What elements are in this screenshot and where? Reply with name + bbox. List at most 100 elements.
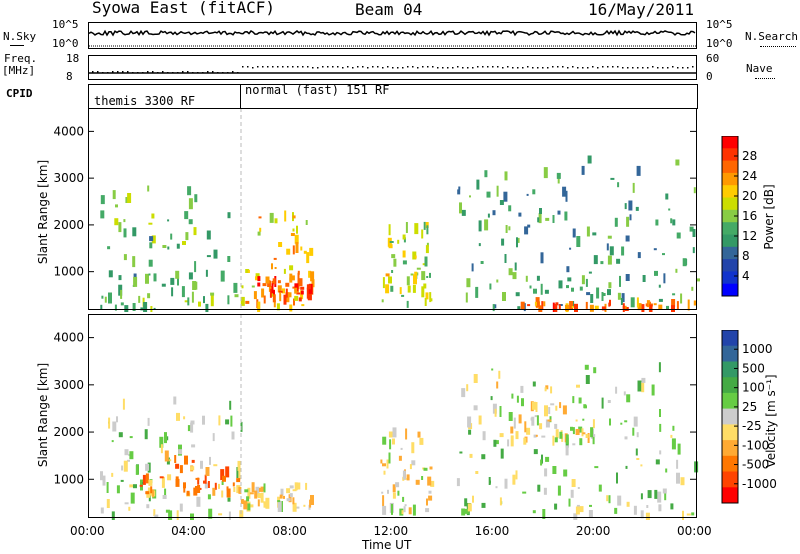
nave-dot bbox=[107, 72, 109, 74]
nave-dot bbox=[482, 66, 484, 68]
heatmap-cell bbox=[240, 296, 245, 306]
heatmap-cell bbox=[523, 437, 527, 445]
heatmap-cell bbox=[257, 276, 261, 282]
x-tick-label: 04:00 bbox=[171, 524, 206, 538]
heatmap-cell bbox=[386, 459, 389, 469]
heatmap-cell bbox=[100, 210, 105, 219]
heatmap-cell bbox=[261, 288, 265, 298]
heatmap-cell bbox=[637, 252, 641, 259]
nave-dot bbox=[627, 67, 629, 69]
heatmap-cell bbox=[382, 436, 387, 445]
heatmap-cell bbox=[636, 458, 640, 460]
heatmap-cell bbox=[574, 303, 578, 312]
heatmap-cell bbox=[578, 397, 582, 404]
colorbar-swatch bbox=[722, 209, 738, 223]
heatmap-cell bbox=[100, 195, 105, 205]
heatmap-cell bbox=[426, 498, 428, 506]
nave-dot bbox=[522, 67, 524, 69]
heatmap-cell bbox=[167, 219, 170, 222]
heatmap-cell bbox=[655, 459, 660, 465]
freq-panel bbox=[88, 55, 697, 80]
heatmap-cell bbox=[573, 513, 578, 520]
heatmap-cell bbox=[116, 416, 118, 423]
heatmap-cell bbox=[161, 476, 165, 488]
heatmap-cell bbox=[563, 469, 568, 477]
noise-panel bbox=[88, 22, 697, 49]
x-tick-label: 12:00 bbox=[373, 524, 409, 538]
colorbar-swatch bbox=[722, 487, 738, 504]
heatmap-cell bbox=[181, 286, 185, 298]
nave-dot bbox=[327, 66, 329, 68]
nave-dot bbox=[262, 66, 264, 68]
heatmap-cell bbox=[279, 494, 283, 499]
nave-dot bbox=[502, 67, 504, 69]
heatmap-cell bbox=[165, 509, 170, 513]
heatmap-cell bbox=[120, 289, 123, 299]
heatmap-cell bbox=[642, 275, 646, 282]
heatmap-cell bbox=[151, 213, 155, 219]
heatmap-cell bbox=[534, 415, 539, 418]
heatmap-cell bbox=[486, 191, 491, 198]
nave-dot bbox=[177, 72, 179, 74]
heatmap-cell bbox=[311, 279, 315, 288]
heatmap-cell bbox=[296, 292, 301, 295]
heatmap-cell bbox=[478, 220, 482, 232]
heatmap-cell bbox=[297, 272, 300, 282]
heatmap-cell bbox=[588, 510, 593, 517]
heatmap-cell bbox=[147, 417, 150, 426]
heatmap-cell bbox=[129, 484, 134, 488]
heatmap-cell bbox=[292, 489, 297, 492]
nave-dot bbox=[657, 67, 659, 69]
heatmap-cell bbox=[414, 255, 417, 259]
heatmap-cell bbox=[260, 492, 264, 503]
heatmap-cell bbox=[527, 304, 531, 307]
heatmap-cell bbox=[466, 384, 469, 392]
x-axis-label: Time UT bbox=[362, 538, 412, 552]
power-panel-frame bbox=[88, 108, 697, 310]
nave-dot bbox=[197, 72, 199, 74]
heatmap-cell bbox=[118, 275, 122, 281]
heatmap-cell bbox=[515, 292, 520, 297]
heatmap-cell bbox=[557, 485, 561, 496]
colorbar-swatch bbox=[722, 361, 738, 378]
heatmap-cell bbox=[406, 300, 409, 308]
heatmap-cell bbox=[520, 385, 524, 393]
heatmap-cell bbox=[646, 300, 650, 308]
heatmap-cell bbox=[640, 464, 643, 467]
heatmap-cell bbox=[272, 294, 276, 303]
nave-dot bbox=[647, 67, 649, 69]
heatmap-cell bbox=[146, 504, 150, 509]
heatmap-cell bbox=[190, 420, 195, 425]
heatmap-cell bbox=[301, 304, 305, 307]
heatmap-cell bbox=[651, 384, 655, 396]
heatmap-cell bbox=[164, 450, 169, 462]
heatmap-cell bbox=[162, 495, 167, 499]
heatmap-cell bbox=[391, 254, 396, 259]
heatmap-cell bbox=[532, 189, 536, 195]
heatmap-cell bbox=[458, 186, 461, 190]
heatmap-cell bbox=[559, 402, 562, 409]
heatmap-cell bbox=[552, 435, 555, 446]
heatmap-cell bbox=[108, 292, 112, 304]
heatmap-cell bbox=[298, 278, 303, 287]
heatmap-cell bbox=[296, 225, 298, 234]
power-colorbar-label: Power [dB] bbox=[762, 184, 776, 250]
heatmap-cell bbox=[262, 283, 267, 287]
heatmap-cell bbox=[572, 427, 575, 435]
heatmap-cell bbox=[594, 466, 599, 469]
heatmap-cell bbox=[145, 491, 150, 495]
heatmap-cell bbox=[221, 490, 224, 498]
heatmap-cell bbox=[601, 397, 604, 409]
heatmap-cell bbox=[466, 278, 471, 288]
nave-dot bbox=[612, 66, 614, 68]
heatmap-cell bbox=[544, 468, 548, 477]
heatmap-cell bbox=[222, 475, 226, 482]
heatmap-cell bbox=[389, 241, 394, 243]
heatmap-cell bbox=[539, 208, 542, 214]
heatmap-cell bbox=[389, 439, 392, 450]
heatmap-cell bbox=[422, 263, 425, 266]
heatmap-cell bbox=[590, 294, 594, 303]
noise-right-tick-top: 10^5 bbox=[706, 18, 733, 31]
heatmap-cell bbox=[428, 495, 433, 501]
heatmap-cell bbox=[423, 283, 427, 289]
